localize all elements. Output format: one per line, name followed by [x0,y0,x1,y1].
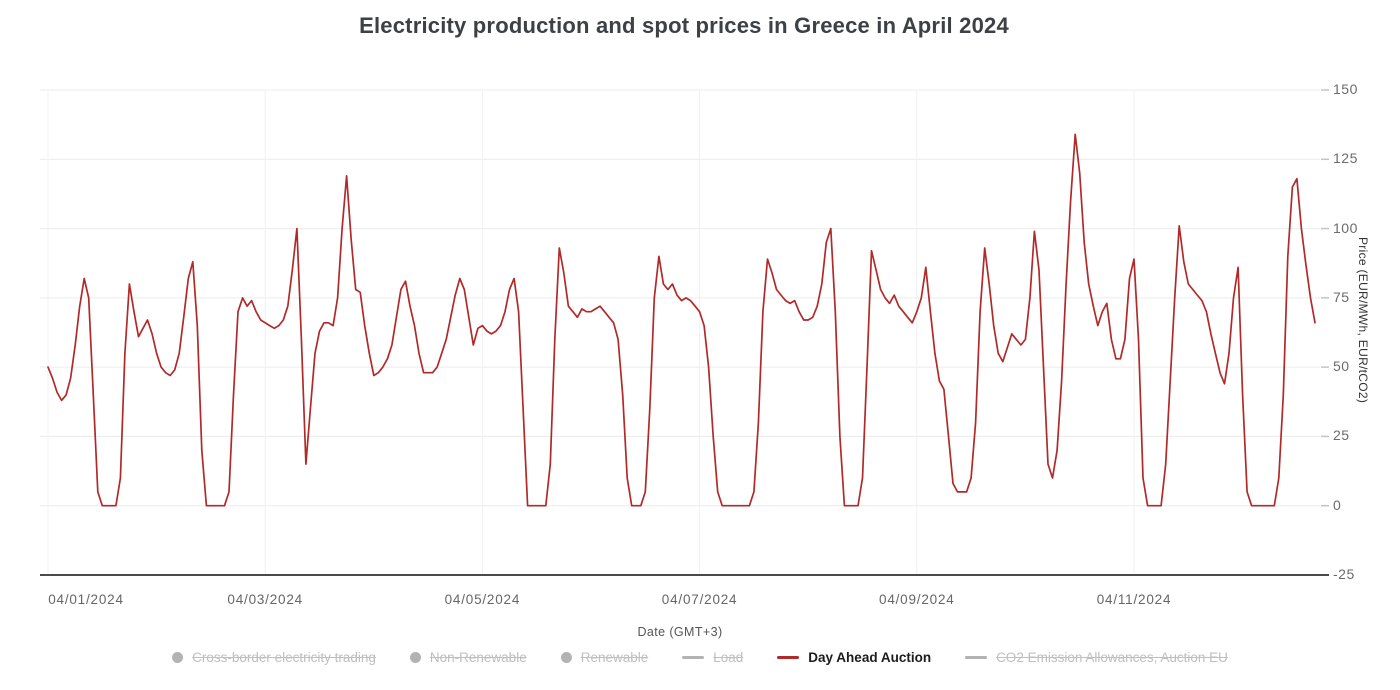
legend-item-co2-emission-allowances-auction-eu[interactable]: CO2 Emission Allowances, Auction EU [965,650,1228,665]
legend: Cross-border electricity trading Non-Rene… [0,650,1400,665]
legend-item-label: Renewable [580,650,649,665]
y-tick-label: 50 [1333,358,1350,375]
legend-line-marker-icon [965,656,988,659]
x-axis-title: Date (GMT+3) [637,625,723,639]
legend-circle-marker-icon [409,652,421,663]
legend-item-cross-border-electricity-trading[interactable]: Cross-border electricity trading [172,650,376,665]
legend-item-load[interactable]: Load [682,650,743,665]
x-tick-label: 04/11/2024 [1096,592,1172,607]
day-ahead-auction-line [47,133,1316,507]
legend-line-marker-icon [682,656,705,659]
legend-line-marker-icon [777,656,800,659]
legend-circle-marker-icon [172,652,184,663]
legend-item-label: Non-Renewable [429,650,527,665]
legend-item-non-renewable[interactable]: Non-Renewable [409,650,527,665]
legend-item-label: Load [713,650,744,665]
legend-item-renewable[interactable]: Renewable [560,650,649,665]
y-axis-title: Price (EUR/MWh, EUR/tCO2) [1356,237,1370,404]
chart-title: Electricity production and spot prices i… [359,13,1009,38]
x-tick-label: 04/03/2024 [227,592,303,607]
y-tick-label: 100 [1333,219,1358,236]
x-tick-label: 04/05/2024 [444,592,521,607]
y-tick-label: 150 [1333,81,1358,97]
legend-circle-marker-icon [560,652,572,663]
x-tick-label: 04/09/2024 [879,592,955,607]
legend-item-label: Day Ahead Auction [808,650,932,665]
legend-item-label: Cross-border electricity trading [192,650,376,665]
y-tick-label: 75 [1333,288,1350,305]
price-line-chart [40,89,1329,576]
legend-item-day-ahead-auction[interactable]: Day Ahead Auction [777,650,931,665]
y-tick-label: 25 [1333,427,1350,444]
x-tick-label: 04/07/2024 [661,592,738,607]
y-tick-label: 125 [1333,150,1358,167]
x-tick-label: 04/01/2024 [48,592,124,607]
legend-item-label: CO2 Emission Allowances, Auction EU [996,650,1228,665]
y-tick-label: 0 [1333,496,1342,513]
y-tick-label: -25 [1333,566,1355,582]
